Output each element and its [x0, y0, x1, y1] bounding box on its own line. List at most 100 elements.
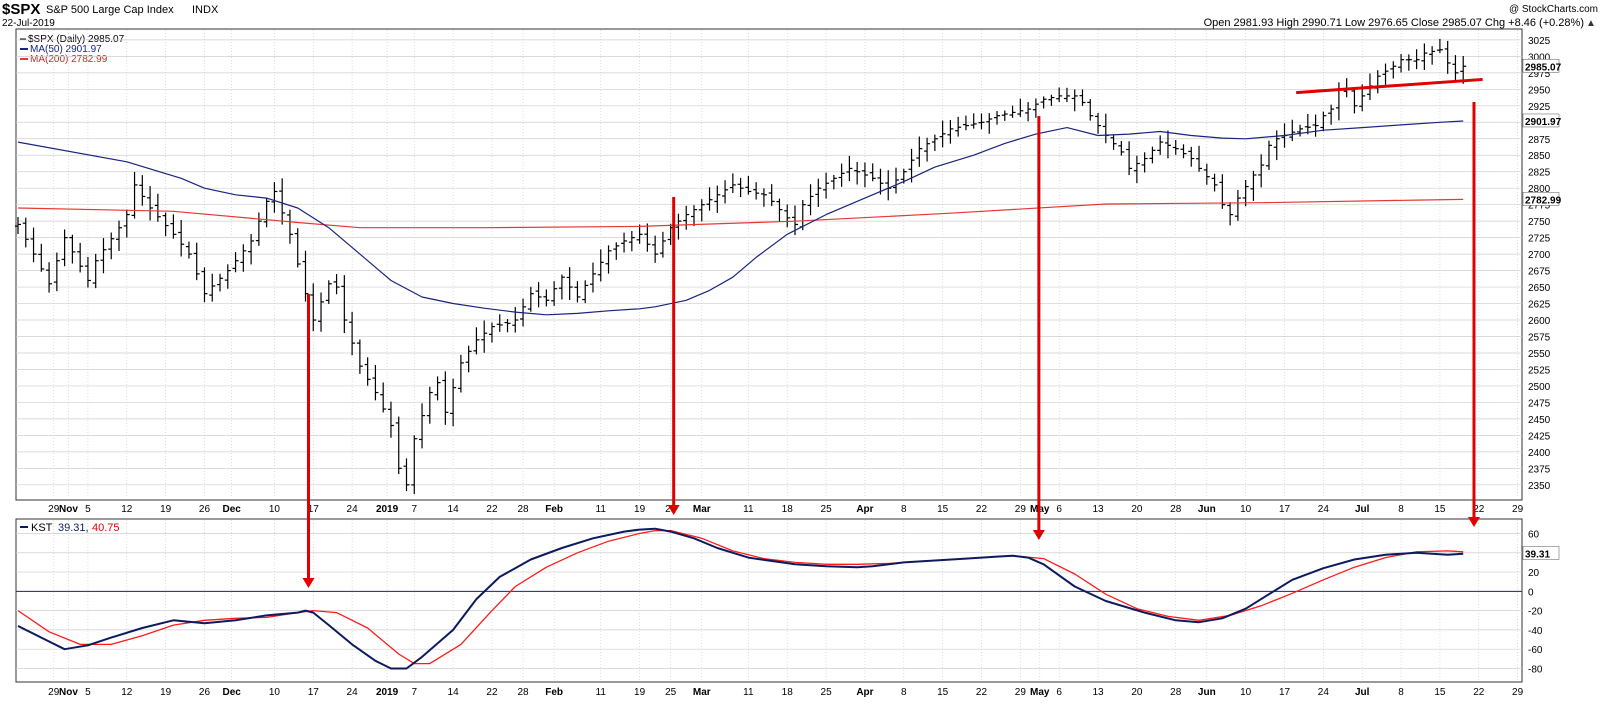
kst-ytick-label: 0: [1528, 587, 1534, 598]
ohlc-bar: [1172, 139, 1179, 155]
ohlc-bar: [1110, 134, 1117, 150]
down-arrow-head: [1032, 530, 1045, 540]
ohlc-bar: [279, 178, 286, 225]
kst-xtick-label: 18: [782, 687, 794, 698]
ohlc-bar: [760, 188, 767, 207]
ohlc-bar: [908, 148, 915, 183]
price-xtick-label: 5: [85, 504, 91, 515]
price-xtick-label: 6: [1056, 504, 1062, 515]
price-ytick-label: 2450: [1528, 415, 1551, 426]
ma200-line: [17, 198, 1464, 229]
price-xtick-label: Nov: [59, 504, 78, 515]
ohlc-bar: [1234, 189, 1241, 221]
ohlc-bar: [877, 168, 884, 195]
price-xtick-label: 29: [48, 504, 60, 515]
ohlc-bar: [551, 281, 558, 306]
ohlc-bar: [675, 213, 682, 240]
ohlc-bar: [566, 267, 573, 301]
ohlc-bar: [628, 230, 635, 252]
ohlc-bar: [201, 267, 208, 303]
ohlc-bar: [38, 243, 45, 272]
price-xtick-label: 24: [347, 504, 359, 515]
ohlc-bar: [1421, 43, 1428, 70]
ohlc-bar: [1048, 94, 1055, 106]
kst-xtick-label: 17: [308, 687, 320, 698]
price-xtick-label: 17: [308, 504, 320, 515]
kst-xtick-label: 14: [448, 687, 460, 698]
down-arrow-icon: [667, 197, 680, 515]
price-ytick-label: 2575: [1528, 333, 1551, 344]
ohlc-bar: [170, 214, 177, 239]
ohlc-bar: [504, 319, 511, 333]
ohlc-bar: [1242, 179, 1249, 207]
ohlc-bar: [994, 111, 1001, 125]
ohlc-bar: [690, 205, 697, 227]
price-xtick-label: 29: [1015, 504, 1027, 515]
ohlc-bar: [698, 199, 705, 222]
kst-ytick-label: 20: [1528, 568, 1540, 579]
last-close-tag-box: [1522, 59, 1560, 73]
ohlc-bar: [139, 175, 146, 206]
down-arrow-head: [667, 505, 680, 515]
ohlc-readout: Open 2981.93 High 2990.71 Low 2976.65 Cl…: [1204, 17, 1584, 29]
price-ytick-label: 2350: [1528, 481, 1551, 492]
ohlc-bar: [84, 257, 91, 288]
price-ytick-label: 2675: [1528, 267, 1551, 278]
indicator-panel-frame: [15, 518, 1523, 683]
price-ytick-label: 2500: [1528, 382, 1551, 393]
ohlc-bar: [924, 137, 931, 162]
down-arrow-head: [302, 578, 315, 588]
kst-xtick-label: 28: [517, 687, 529, 698]
ohlc-bar: [1188, 146, 1195, 167]
ohlc-bar: [240, 244, 247, 272]
ohlc-bar: [1141, 152, 1148, 173]
ohlc-bar: [939, 120, 946, 148]
price-xtick-label: 8: [901, 504, 907, 515]
ohlc-bar: [1398, 54, 1405, 73]
ohlc-bar: [1273, 130, 1280, 161]
ohlc-bar: [1009, 105, 1016, 118]
ohlc-bar: [1320, 111, 1327, 132]
kst-legend-value: 39.31,: [58, 522, 89, 534]
price-ytick-label: 2525: [1528, 365, 1551, 376]
price-ytick-label: 2600: [1528, 316, 1551, 327]
ohlc-bar: [613, 242, 620, 260]
price-xtick-label: 15: [937, 504, 949, 515]
index-name: S&P 500 Large Cap Index: [46, 4, 174, 16]
ohlc-bar: [838, 163, 845, 187]
price-ytick-label: 2750: [1528, 217, 1551, 228]
ohlc-bar: [325, 280, 332, 304]
ohlc-bar: [1265, 140, 1272, 170]
ohlc-bar: [597, 249, 604, 282]
ohlc-bar: [582, 280, 589, 304]
ohlc-bar: [61, 229, 68, 267]
price-ytick-label: 2875: [1528, 135, 1551, 146]
price-xtick-label: 26: [199, 504, 211, 515]
ohlc-bar: [543, 289, 550, 307]
down-arrow-head: [1467, 517, 1480, 527]
ohlc-bar: [683, 205, 690, 230]
ohlc-bar: [931, 134, 938, 152]
kst-xtick-label: 22: [976, 687, 988, 698]
ohlc-bar: [1413, 49, 1420, 70]
price-xtick-label: 14: [448, 504, 460, 515]
ohlc-bar: [92, 253, 99, 289]
ohlc-bar: [232, 252, 239, 273]
ohlc-bar: [1351, 87, 1358, 114]
ohlc-bar: [411, 435, 418, 495]
ohlc-bar: [1071, 89, 1078, 112]
kst-xtick-label: 19: [160, 687, 172, 698]
price-xtick-label: Apr: [856, 504, 873, 515]
kst-xtick-label: 11: [743, 687, 754, 698]
ohlc-bar: [473, 327, 480, 355]
price-ytick-label: 3025: [1528, 36, 1551, 47]
ohlc-bar: [46, 262, 53, 293]
kst-xtick-label: 13: [1092, 687, 1104, 698]
ohlc-bar: [722, 180, 729, 204]
ohlc-bar: [1227, 202, 1234, 226]
kst-ytick-label: 60: [1528, 529, 1540, 540]
price-xtick-label: 22: [1473, 504, 1485, 515]
ohlc-bar: [714, 185, 721, 213]
ohlc-bar: [217, 273, 224, 292]
price-xtick-label: 28: [1170, 504, 1182, 515]
